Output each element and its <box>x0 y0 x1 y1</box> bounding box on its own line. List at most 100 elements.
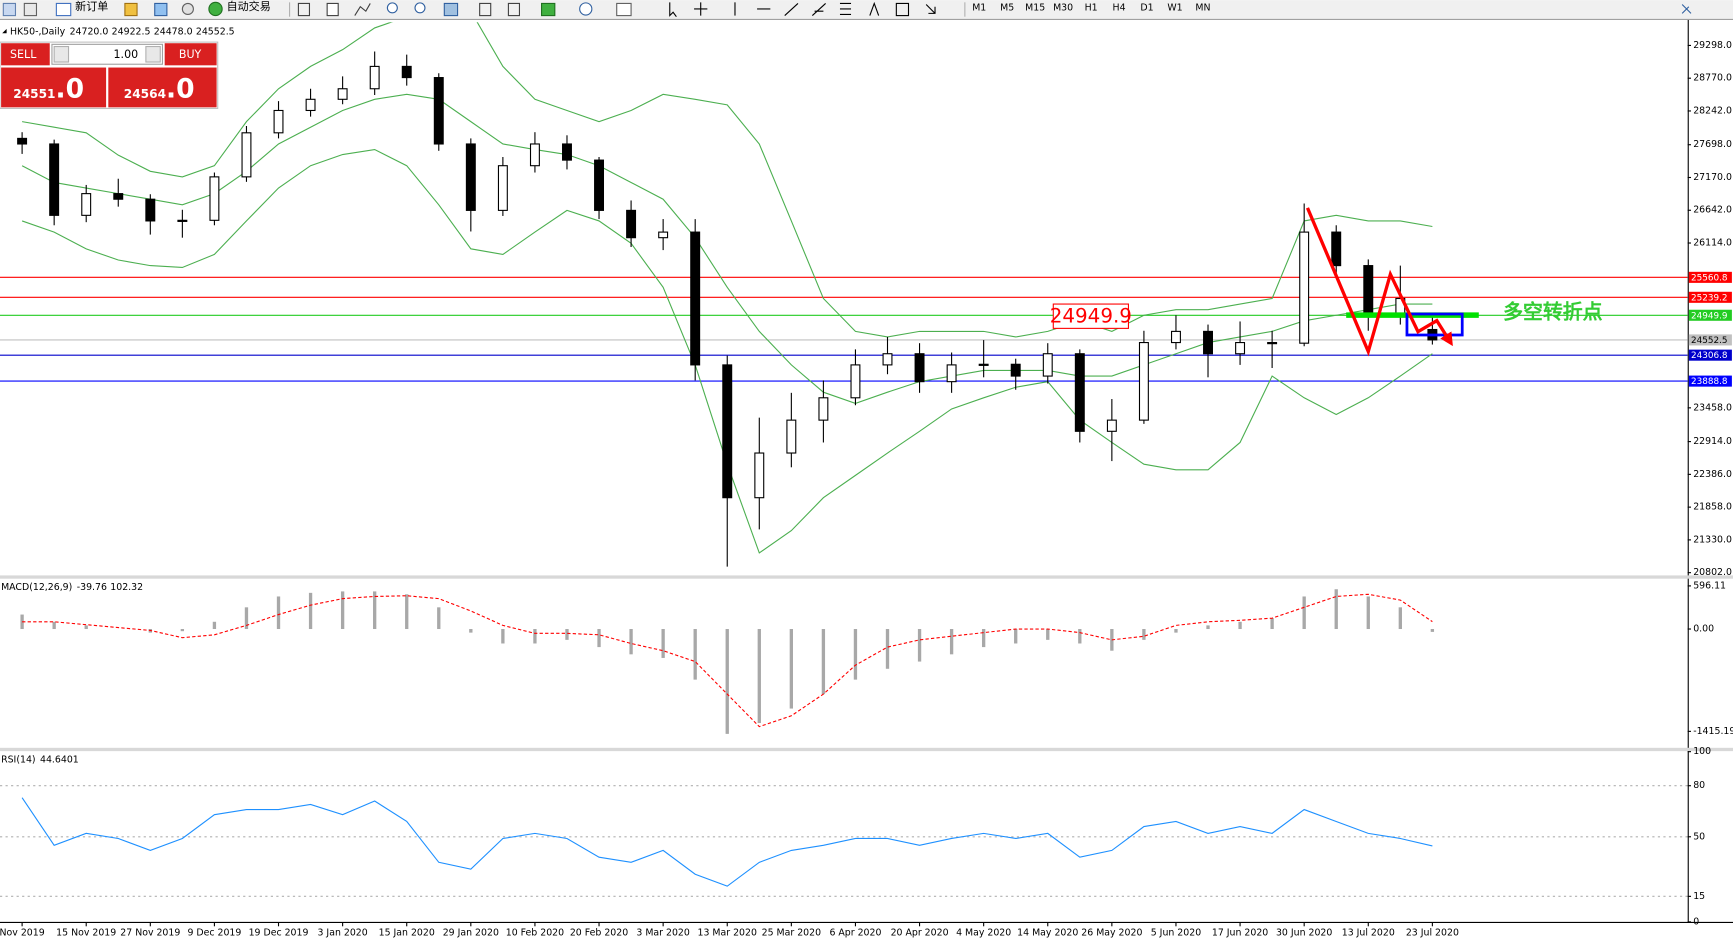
timeframe-button[interactable]: D1 <box>1140 2 1153 13</box>
icon-button[interactable] <box>23 2 38 17</box>
macd-bar <box>789 629 794 709</box>
templates-button[interactable] <box>616 2 632 17</box>
fibo-tool[interactable] <box>839 2 852 16</box>
candle-body <box>241 132 252 178</box>
price-level-label: 24949.9 <box>1691 311 1728 321</box>
zoom-in-button[interactable] <box>386 2 398 14</box>
timeframe-button[interactable]: H1 <box>1085 2 1098 13</box>
bid-box[interactable] <box>1 67 107 108</box>
timeframe-button[interactable]: M1 <box>972 2 986 13</box>
text-tool[interactable] <box>869 1 880 16</box>
icon-button[interactable] <box>479 2 492 17</box>
buy-button[interactable] <box>164 43 217 66</box>
price-box-label: 24949.9 <box>1050 304 1132 327</box>
icon-button[interactable] <box>443 2 459 17</box>
y-tick-label: 29298.0 <box>1693 40 1732 51</box>
candle-body <box>465 143 476 211</box>
icon-button[interactable] <box>2 2 17 17</box>
price-level-label: 25560.8 <box>1691 273 1728 283</box>
cursor-tool[interactable] <box>669 2 677 18</box>
macd-bar <box>853 629 858 680</box>
candle-body <box>594 159 605 211</box>
lot-up[interactable] <box>145 45 161 63</box>
y-tick-label: 27170.0 <box>1693 172 1732 183</box>
icon-button[interactable] <box>507 2 521 17</box>
macd-bar <box>212 621 217 630</box>
timeframe-button[interactable]: M5 <box>1000 2 1014 13</box>
open-label: 24720.0 <box>70 26 109 37</box>
lot-down[interactable] <box>53 45 70 63</box>
periods-button[interactable] <box>579 2 593 16</box>
candle-body <box>337 88 348 100</box>
candle-body <box>1138 342 1149 421</box>
chart-header: HK50-,Daily 24720.0 24922.5 24478.0 24552.5 <box>10 26 235 37</box>
collapse-icon[interactable] <box>2 28 7 34</box>
icon-button[interactable] <box>154 2 168 17</box>
macd-bar <box>308 592 313 630</box>
timeframe-button[interactable]: M15 <box>1025 2 1045 13</box>
icon-button[interactable] <box>354 3 371 16</box>
x-tick-label: 13 Jul 2020 <box>1342 927 1395 938</box>
timeframe-button[interactable]: MN <box>1195 2 1210 13</box>
label-tool[interactable] <box>895 2 910 17</box>
icon-button[interactable] <box>297 2 311 17</box>
candle-body <box>497 165 508 211</box>
auto-trade-button[interactable]: 自动交易 <box>208 0 271 17</box>
icon-button[interactable] <box>181 2 194 16</box>
candle-body <box>305 98 316 112</box>
x-tick-label: 3 Jan 2020 <box>317 927 367 938</box>
new-order-button[interactable]: 新订单 <box>55 0 108 17</box>
zigzag-arrow <box>1305 207 1453 357</box>
trendline-tool[interactable] <box>784 3 799 17</box>
timeframe-button[interactable]: H4 <box>1113 2 1126 13</box>
icon-button[interactable] <box>124 2 138 17</box>
x-tick-label: 29 Jan 2020 <box>443 927 499 938</box>
macd-bar <box>501 629 505 644</box>
price-level-label: 23888.8 <box>1691 377 1728 387</box>
trade-panel: SELL 1.00 BUY 24551.0 24564.0 <box>0 41 219 109</box>
ask-box[interactable] <box>108 67 217 108</box>
candle-body <box>658 231 669 239</box>
price-level-tag <box>1688 309 1732 321</box>
channel-tool[interactable] <box>811 3 826 17</box>
candle-body <box>1299 231 1310 344</box>
x-tick-label: 26 May 2020 <box>1081 927 1142 938</box>
pane <box>0 22 1688 567</box>
macd-bar <box>373 591 377 630</box>
macd-bar <box>1270 618 1274 630</box>
candle-body <box>1074 353 1085 432</box>
x-tick-label: 27 Nov 2019 <box>120 927 180 938</box>
candle-body <box>818 397 829 421</box>
price-level-tag <box>1688 291 1732 303</box>
macd-bar <box>340 591 345 630</box>
x-tick-label: 15 Jan 2020 <box>379 927 435 938</box>
sell-button[interactable] <box>1 43 50 66</box>
icon-button[interactable] <box>326 2 339 17</box>
macd-header: MACD(12,26,9) -39.76 102.32 <box>1 581 143 592</box>
lot-input[interactable] <box>51 43 164 65</box>
macd-bar <box>1302 596 1306 630</box>
y-tick-label: 50 <box>1693 831 1705 842</box>
timeframe-button[interactable]: M30 <box>1053 2 1073 13</box>
candle-body <box>1267 342 1278 345</box>
macd-bar <box>693 629 697 680</box>
arrows-tool[interactable] <box>925 4 936 14</box>
macd-bar <box>1366 596 1370 630</box>
icon-button[interactable] <box>1681 4 1692 14</box>
lot-value: 1.00 <box>114 48 139 61</box>
zoom-out-button[interactable] <box>414 2 426 14</box>
y-tick-label: 23458.0 <box>1693 402 1732 413</box>
y-tick-label: 26642.0 <box>1693 205 1732 216</box>
bollinger-band <box>22 22 1433 338</box>
macd-bar <box>405 594 409 630</box>
crosshair-tool[interactable] <box>694 2 708 16</box>
candle-body <box>529 143 540 167</box>
bid-price: 24551.0 <box>13 73 84 104</box>
y-tick-label: 21858.0 <box>1693 502 1732 513</box>
macd-bar <box>885 629 890 669</box>
indicators-button[interactable] <box>541 2 556 17</box>
candle-body <box>626 209 637 239</box>
price-level-tag <box>1688 271 1732 283</box>
timeframe-button[interactable]: W1 <box>1167 2 1182 13</box>
